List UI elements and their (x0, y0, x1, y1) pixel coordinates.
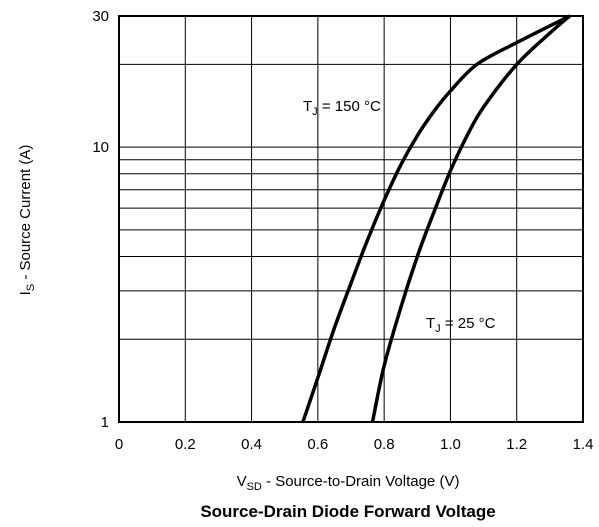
x-tick-label: 0 (115, 436, 123, 453)
series-layer (301, 14, 571, 423)
series-line-tj-150 (301, 14, 571, 423)
series-line-tj-25 (370, 14, 571, 423)
grid (118, 15, 584, 423)
y-tick-label: 1 (101, 414, 109, 431)
y-tick-label: 10 (92, 139, 109, 156)
x-tick-label: 0.6 (307, 436, 328, 453)
x-tick-label: 1.4 (573, 436, 594, 453)
y-axis-title: IS - Source Current (A) (17, 145, 37, 296)
tick-labels: 0 0.2 0.4 0.6 0.8 1.0 1.2 1.4 1 10 30 (92, 8, 593, 453)
annotation-tj-25: TJ = 25 °C (426, 315, 496, 335)
x-tick-label: 1.0 (440, 436, 461, 453)
x-axis-title: VSD - Source-to-Drain Voltage (V) (237, 473, 460, 493)
x-tick-label: 0.8 (374, 436, 395, 453)
annotation-tj-150: TJ = 150 °C (303, 98, 381, 118)
chart-title: Source-Drain Diode Forward Voltage (200, 502, 495, 521)
y-tick-label: 30 (92, 8, 109, 25)
x-tick-label: 0.2 (175, 436, 196, 453)
x-tick-label: 0.4 (241, 436, 262, 453)
plot-frame (118, 15, 584, 423)
x-tick-label: 1.2 (506, 436, 527, 453)
